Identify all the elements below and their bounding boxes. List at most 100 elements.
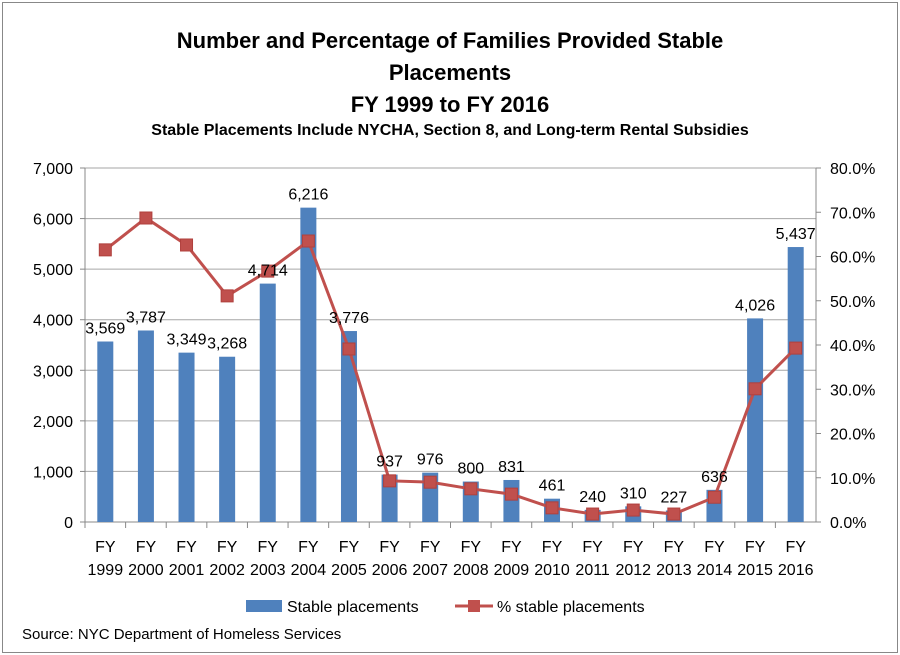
data-label: 3,776 (329, 310, 369, 327)
x-tick-label-fy: FY (501, 539, 522, 556)
x-tick-label-year: 2001 (169, 562, 205, 579)
data-label: 976 (417, 452, 444, 469)
data-label: 310 (620, 485, 647, 502)
bar (747, 318, 764, 522)
x-tick-label-fy: FY (461, 539, 482, 556)
x-tick-label-fy: FY (623, 539, 644, 556)
y-tick-label: 7,000 (33, 161, 73, 178)
y-tick-label: 4,000 (33, 313, 73, 330)
data-label: 240 (579, 489, 606, 506)
data-label: 4,026 (735, 297, 775, 314)
x-tick-label-year: 2013 (656, 562, 692, 579)
x-tick-label-year: 2002 (209, 562, 245, 579)
line-marker (220, 289, 234, 303)
x-tick-label-year: 2010 (534, 562, 570, 579)
x-tick-label-fy: FY (95, 539, 116, 556)
data-label: 937 (376, 454, 403, 471)
data-label: 461 (539, 478, 566, 495)
data-label: 3,569 (85, 321, 125, 338)
bar (178, 352, 195, 522)
line-marker (261, 264, 275, 278)
x-tick-label-year: 2012 (615, 562, 651, 579)
x-tick-label-year: 2000 (128, 562, 164, 579)
chart-title-line-3: FY 1999 to FY 2016 (350, 92, 550, 117)
y2-tick-label: 0.0% (830, 515, 866, 532)
legend-line-marker (468, 600, 480, 612)
x-tick-label-fy: FY (339, 539, 360, 556)
x-tick-label-year: 2003 (250, 562, 286, 579)
data-label: 227 (661, 490, 688, 507)
y-tick-label: 0 (64, 515, 73, 532)
y-tick-label: 6,000 (33, 212, 73, 229)
x-tick-label-fy: FY (176, 539, 197, 556)
data-label: 800 (457, 461, 484, 478)
line-marker (383, 474, 397, 488)
chart-subtitle: Stable Placements Include NYCHA, Section… (151, 122, 749, 139)
data-label: 831 (498, 459, 525, 476)
line-marker (748, 382, 762, 396)
x-tick-label-fy: FY (785, 539, 806, 556)
source-note: Source: NYC Department of Homeless Servi… (22, 626, 342, 643)
line-marker (626, 503, 640, 517)
line-marker (423, 475, 437, 489)
bar (137, 330, 154, 522)
x-tick-label-year: 2009 (494, 562, 530, 579)
x-tick-label-fy: FY (136, 539, 157, 556)
y2-tick-label: 60.0% (830, 250, 875, 267)
line-marker (180, 238, 194, 252)
line-marker (545, 501, 559, 515)
x-tick-label-year: 2004 (291, 562, 327, 579)
line-marker (464, 482, 478, 496)
data-label: 6,216 (288, 187, 328, 204)
y2-tick-label: 50.0% (830, 294, 875, 311)
x-tick-label-year: 2008 (453, 562, 489, 579)
x-tick-label-fy: FY (298, 539, 319, 556)
line-marker (667, 507, 681, 521)
x-tick-label-fy: FY (745, 539, 766, 556)
line-marker (586, 507, 600, 521)
y2-tick-label: 30.0% (830, 382, 875, 399)
y2-tick-label: 80.0% (830, 161, 875, 178)
x-tick-label-year: 2015 (737, 562, 773, 579)
bar (219, 356, 236, 522)
data-label: 3,349 (167, 332, 207, 349)
line-marker (504, 487, 518, 501)
x-tick-label-year: 2011 (575, 562, 610, 579)
x-tick-label-fy: FY (704, 539, 725, 556)
x-tick-label-year: 2016 (778, 562, 814, 579)
y-tick-label: 2,000 (33, 414, 73, 431)
x-tick-label-year: 2006 (372, 562, 408, 579)
chart-title-line-2: Placements (388, 60, 512, 85)
line-marker (98, 243, 112, 257)
line-marker (789, 341, 803, 355)
legend-bar-swatch (246, 600, 282, 612)
y-tick-label: 1,000 (33, 464, 73, 481)
x-tick-label-year: 2014 (697, 562, 733, 579)
line-series (104, 216, 797, 516)
line-marker (139, 211, 153, 225)
x-tick-label-fy: FY (582, 539, 603, 556)
legend-line-label: % stable placements (497, 599, 645, 616)
chart-title-line-1: Number and Percentage of Families Provid… (176, 28, 724, 53)
x-tick-label-fy: FY (542, 539, 563, 556)
x-tick-label-fy: FY (379, 539, 400, 556)
data-label: 4,714 (248, 263, 288, 280)
data-label: 5,437 (776, 226, 816, 243)
legend-bar-label: Stable placements (287, 599, 419, 616)
bar (300, 207, 317, 522)
y2-tick-label: 20.0% (830, 427, 875, 444)
line-marker (707, 490, 721, 504)
y-tick-label: 3,000 (33, 363, 73, 380)
x-tick-label-fy: FY (258, 539, 279, 556)
x-tick-label-fy: FY (420, 539, 441, 556)
y-tick-label: 5,000 (33, 262, 73, 279)
x-tick-label-year: 2005 (331, 562, 367, 579)
data-label: 3,787 (126, 309, 166, 326)
data-label: 3,268 (207, 336, 247, 353)
bar (340, 331, 357, 522)
y2-tick-label: 40.0% (830, 338, 875, 355)
data-label: 636 (701, 469, 728, 486)
